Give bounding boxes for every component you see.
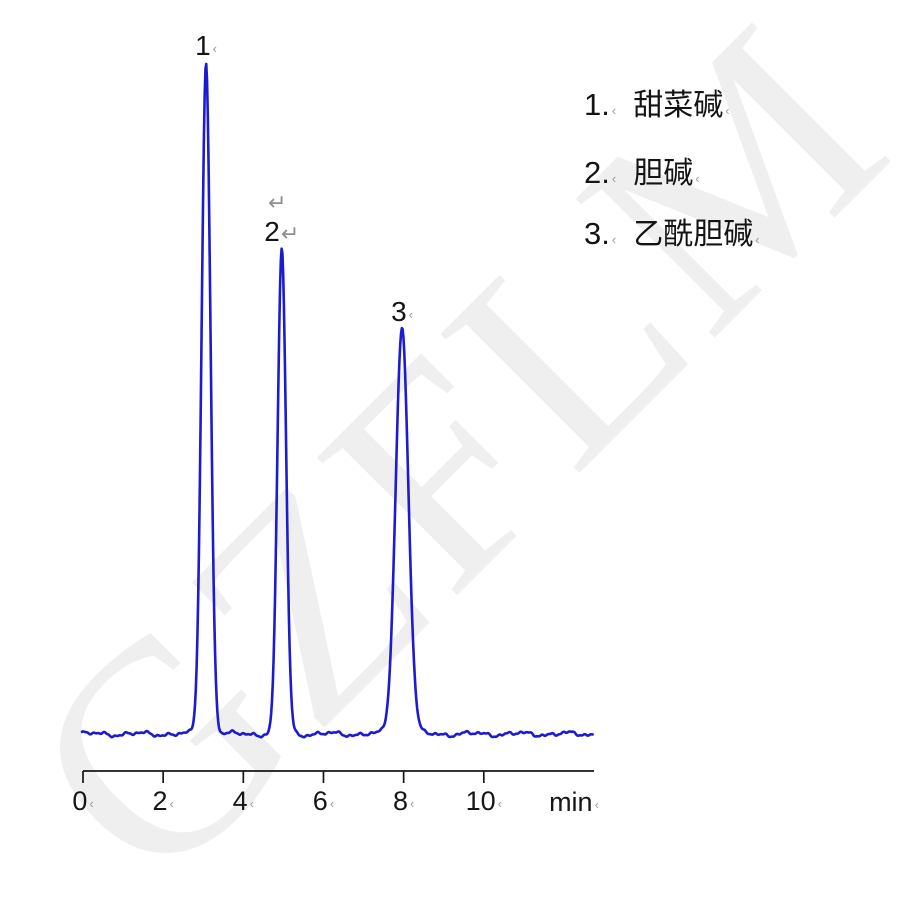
hidden-format-mark: ‹: [611, 171, 617, 186]
legend-compound-name: 乙酰胆碱: [633, 218, 754, 251]
hidden-format-mark: ‹: [611, 232, 617, 247]
unit-text: min: [549, 787, 593, 817]
hidden-format-mark: ‹: [408, 306, 413, 322]
legend-number: 2.: [584, 155, 610, 190]
hidden-format-mark: ‹: [594, 796, 599, 812]
peak-number: 3: [391, 296, 407, 327]
hidden-format-mark: ‹: [695, 171, 700, 186]
peak-label-2: 2↵: [240, 217, 324, 249]
hidden-format-mark: ‹: [169, 795, 174, 811]
peak-number: 1: [195, 30, 211, 61]
legend-item-1: 1. ‹ 甜菜碱 ‹: [584, 88, 730, 123]
hidden-format-mark: ‹: [329, 795, 335, 811]
tick-value: 4: [232, 786, 248, 816]
x-tick-label: 0 ‹: [55, 786, 111, 819]
hidden-format-mark: ‹: [212, 40, 217, 56]
tick-value: 0: [72, 786, 88, 816]
hidden-format-mark: ‹: [409, 795, 415, 811]
tick-value: 8: [392, 786, 408, 816]
word-return-mark-above-peak2: ↵: [268, 190, 287, 215]
peak-number: 2: [264, 216, 280, 247]
x-tick-label: 10 ‹: [456, 786, 512, 819]
hidden-format-mark: ‹: [755, 232, 760, 247]
hidden-format-mark: ‹: [89, 795, 94, 811]
peak-label-3: 3 ‹: [360, 297, 444, 330]
x-tick-label: 2 ‹: [135, 786, 191, 819]
legend-item-2: 2. ‹ 胆碱 ‹: [584, 156, 700, 191]
legend-number: 1.: [584, 87, 610, 122]
legend-item-3: 3. ‹ 乙酰胆碱 ‹: [584, 217, 760, 252]
tick-value: 6: [312, 786, 328, 816]
hidden-format-mark: ‹: [249, 795, 254, 811]
x-tick-label: 4 ‹: [215, 786, 271, 819]
chromatogram-trace: [80, 62, 594, 739]
word-return-mark: ↵: [280, 221, 300, 246]
hidden-format-mark: ‹: [497, 795, 502, 811]
hidden-format-mark: ‹: [725, 103, 730, 118]
legend-compound-name: 胆碱: [633, 157, 694, 190]
x-tick-label: 8 ‹: [376, 786, 432, 819]
tick-value: 10: [465, 786, 496, 816]
x-tick-label: 6 ‹: [295, 786, 351, 819]
peak-label-1: 1 ‹: [164, 31, 248, 64]
hidden-format-mark: ‹: [611, 103, 617, 118]
x-axis-unit-label: min ‹: [542, 787, 606, 820]
legend-compound-name: 甜菜碱: [633, 89, 724, 122]
tick-value: 2: [152, 786, 168, 816]
legend-number: 3.: [584, 216, 610, 251]
